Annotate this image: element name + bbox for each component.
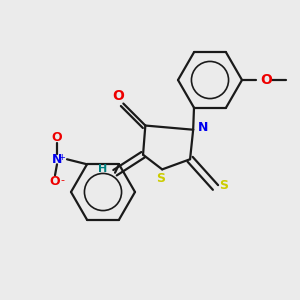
Text: H: H xyxy=(98,164,108,174)
Text: N: N xyxy=(52,153,62,166)
Text: S: S xyxy=(219,179,228,192)
Text: S: S xyxy=(156,172,165,185)
Text: O: O xyxy=(112,88,124,103)
Text: -: - xyxy=(60,175,64,185)
Text: O: O xyxy=(52,131,62,144)
Text: N: N xyxy=(198,121,208,134)
Text: O: O xyxy=(50,175,60,188)
Text: O: O xyxy=(260,73,272,87)
Text: +: + xyxy=(58,153,65,162)
